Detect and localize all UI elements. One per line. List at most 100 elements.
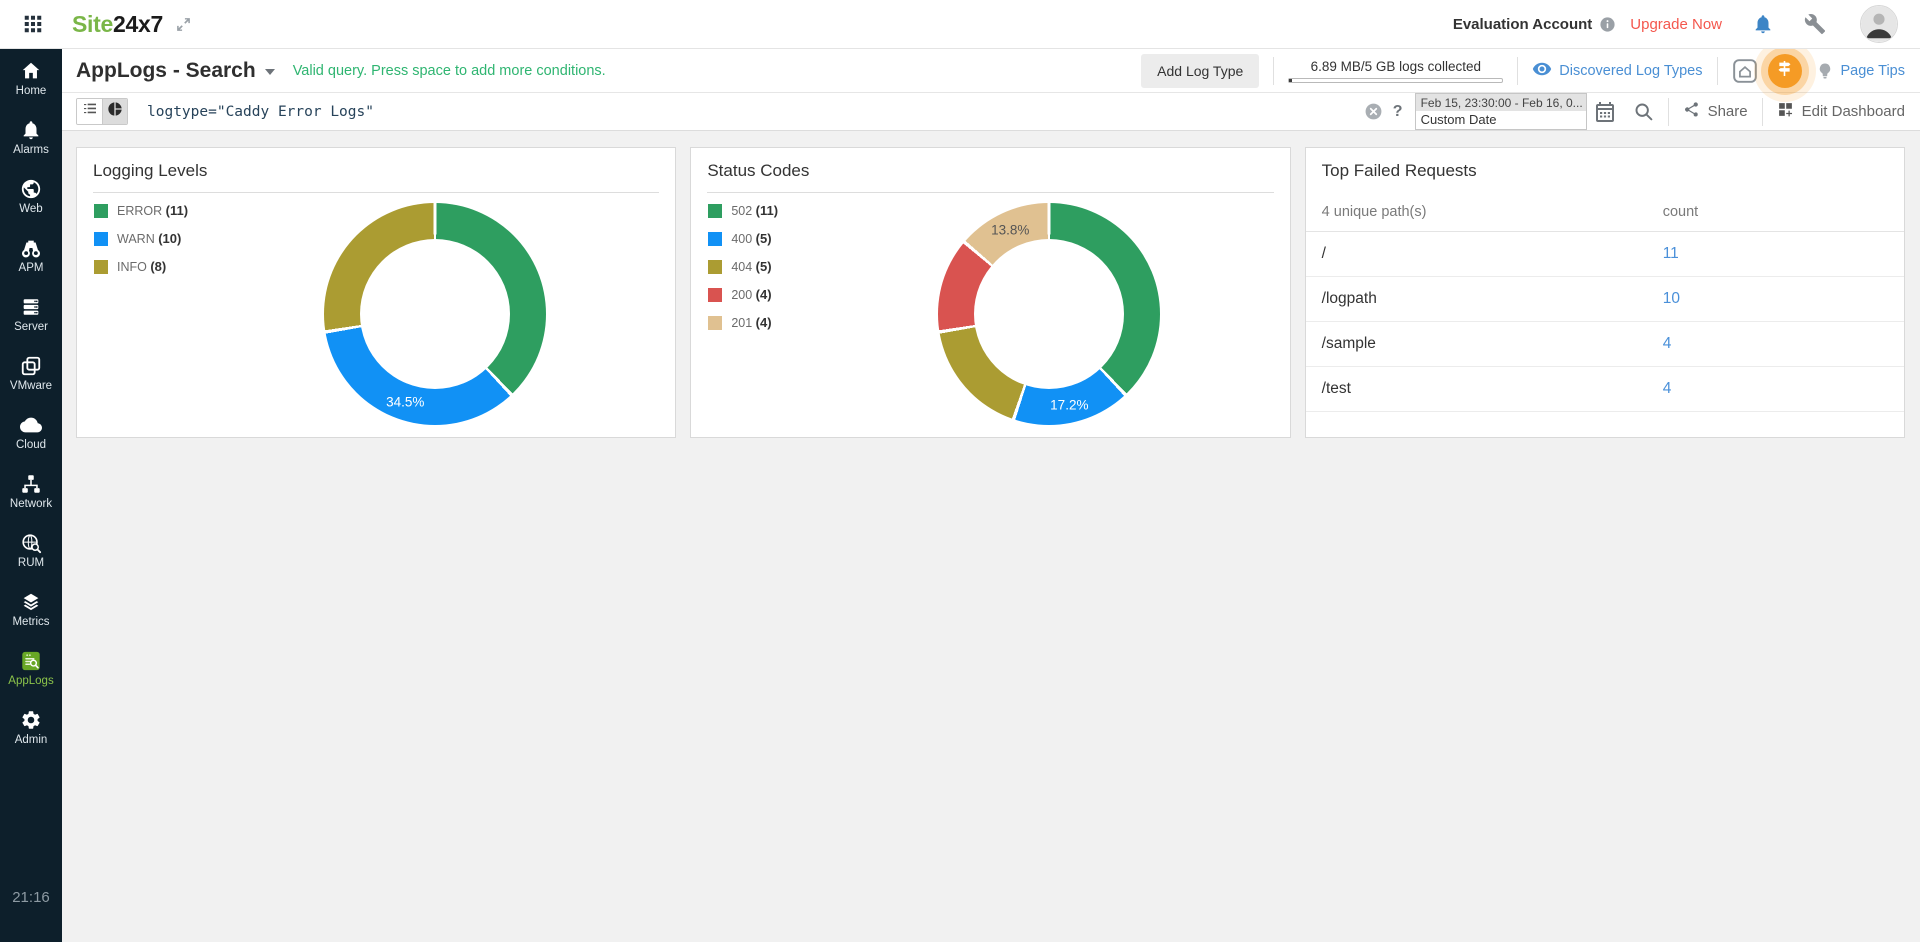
legend-label: ERROR (11) [117, 203, 189, 218]
applogs-icon [20, 650, 42, 672]
count-cell: 11 [1646, 231, 1904, 277]
legend-swatch [94, 231, 108, 246]
discovered-log-types-label: Discovered Log Types [1559, 62, 1703, 79]
legend-item-502[interactable]: 502 (11) [708, 203, 778, 218]
legend-item-200[interactable]: 200 (4) [708, 287, 778, 302]
sidebar-item-network[interactable]: Network [0, 462, 62, 521]
slice-percent-label: 34.5% [386, 394, 425, 410]
legend-item-warn[interactable]: WARN (10) [94, 231, 188, 246]
chart-view-button[interactable] [102, 99, 127, 124]
failed-requests-table: 4 unique path(s) count / 11/logpath 10/sam… [1305, 192, 1904, 412]
legend-swatch [708, 231, 723, 246]
edit-dashboard-button[interactable]: Edit Dashboard [1777, 101, 1905, 122]
discovered-log-types-link[interactable]: Discovered Log Types [1532, 59, 1703, 83]
legend-item-404[interactable]: 404 (5) [708, 259, 778, 274]
path-cell: /logpath [1305, 276, 1647, 322]
sidebar-item-server[interactable]: Server [0, 285, 62, 344]
column-header-path: 4 unique path(s) [1305, 192, 1647, 232]
guided-tour-button[interactable] [1767, 53, 1802, 88]
legend-label: WARN (10) [117, 231, 182, 246]
sidebar-item-label: AppLogs [8, 675, 54, 687]
divider [1517, 56, 1519, 85]
date-range-mode: Custom Date [1415, 111, 1586, 129]
sidebar-item-cloud[interactable]: Cloud [0, 403, 62, 462]
table-row: /sample 4 [1305, 321, 1904, 367]
add-log-type-button[interactable]: Add Log Type [1141, 53, 1260, 88]
legend-item-400[interactable]: 400 (5) [708, 231, 778, 246]
legend-label: 502 (11) [731, 203, 779, 218]
sidebar-item-label: VMware [9, 380, 53, 392]
sidebar-item-home[interactable]: Home [0, 49, 62, 108]
calendar-icon[interactable] [1593, 100, 1617, 124]
sidebar-item-web[interactable]: Web [0, 167, 62, 226]
column-header-count: count [1646, 192, 1904, 232]
count-link[interactable]: 11 [1662, 245, 1679, 262]
sidebar-item-applogs[interactable]: AppLogs [0, 639, 62, 698]
sidebar-clock: 21:16 [12, 889, 50, 906]
donut-hole [360, 239, 510, 389]
list-view-button[interactable] [77, 99, 102, 124]
dashboard-home-icon[interactable] [1732, 58, 1758, 84]
admin-icon [20, 709, 42, 731]
count-link[interactable]: 10 [1662, 290, 1680, 307]
metrics-icon [20, 591, 42, 613]
widget-title: Top Failed Requests [1321, 161, 1477, 180]
chevron-down-icon [264, 69, 275, 75]
fullscreen-expand-icon[interactable] [175, 16, 192, 33]
table-row: /logpath 10 [1305, 276, 1904, 322]
donut-chart-status-codes[interactable]: 17.2% 13.8% [938, 203, 1161, 425]
search-icon[interactable] [1633, 101, 1654, 122]
sidebar-item-admin[interactable]: Admin [0, 698, 62, 757]
query-input[interactable]: logtype="Caddy Error Logs" [147, 103, 374, 120]
sidebar-item-rum[interactable]: RUM [0, 521, 62, 580]
date-range-picker[interactable]: Feb 15, 23:30:00 - Feb 16, 0... Custom D… [1414, 93, 1587, 130]
clear-query-icon[interactable] [1364, 102, 1383, 121]
page-title-dropdown[interactable]: AppLogs - Search [76, 59, 275, 83]
chart-legend: ERROR (11) WARN (10) INFO (8) [94, 203, 188, 287]
cloud-icon [20, 414, 42, 436]
legend-swatch [94, 203, 108, 218]
sidebar-item-label: Alarms [13, 144, 49, 156]
table-header-row: 4 unique path(s) count [1305, 192, 1904, 232]
query-help-button[interactable]: ? [1392, 102, 1403, 120]
page-tips-link[interactable]: Page Tips [1840, 62, 1906, 79]
log-usage-meter: 6.89 MB/5 GB logs collected [1288, 59, 1504, 83]
sidebar-item-alarms[interactable]: Alarms [0, 108, 62, 167]
query-valid-message: Valid query. Press space to add more con… [292, 62, 606, 79]
notifications-bell-icon[interactable] [1752, 13, 1774, 35]
donut-chart-logging-levels[interactable]: 34.5% [324, 203, 546, 425]
share-button[interactable]: Share [1683, 101, 1748, 122]
sidebar-item-metrics[interactable]: Metrics [0, 580, 62, 639]
table-row: /test 4 [1305, 366, 1904, 412]
sidebar-item-label: Network [9, 498, 53, 510]
legend-swatch [708, 315, 723, 330]
sidebar-item-label: APM [18, 262, 44, 274]
lightbulb-icon[interactable] [1816, 62, 1834, 80]
app-launcher-grid-icon[interactable] [22, 13, 44, 35]
legend-item-error[interactable]: ERROR (11) [94, 203, 188, 218]
info-icon[interactable] [1599, 16, 1616, 33]
divider [1761, 97, 1763, 126]
count-link[interactable]: 4 [1662, 335, 1672, 352]
site24x7-logo[interactable]: Site24x7 [72, 11, 163, 38]
legend-swatch [708, 203, 723, 218]
topbar-right-group: Evaluation Account Upgrade Now [1453, 5, 1898, 43]
upgrade-now-link[interactable]: Upgrade Now [1630, 15, 1722, 33]
legend-label: 200 (4) [731, 287, 772, 302]
legend-label: 400 (5) [731, 231, 772, 246]
count-link[interactable]: 4 [1662, 380, 1672, 397]
home-icon [20, 60, 42, 82]
signpost-icon [1775, 59, 1794, 83]
sidebar-item-vmware[interactable]: VMware [0, 344, 62, 403]
log-usage-progress-fill [1289, 78, 1293, 82]
widget-status-codes: Status Codes 502 (11) 400 (5) 404 (5) 200 (… [690, 147, 1291, 438]
user-avatar[interactable] [1860, 5, 1898, 43]
slice-percent-label: 17.2% [1050, 397, 1089, 413]
widget-logging-levels: Logging Levels ERROR (11) WARN (10) INFO (… [76, 147, 677, 438]
legend-item-info[interactable]: INFO (8) [94, 259, 188, 274]
sidebar-item-apm[interactable]: APM [0, 226, 62, 285]
share-label: Share [1707, 103, 1748, 120]
tools-wrench-icon[interactable] [1804, 13, 1826, 35]
legend-item-201[interactable]: 201 (4) [708, 315, 778, 330]
dashboard-content: Logging Levels ERROR (11) WARN (10) INFO (… [62, 131, 1920, 942]
